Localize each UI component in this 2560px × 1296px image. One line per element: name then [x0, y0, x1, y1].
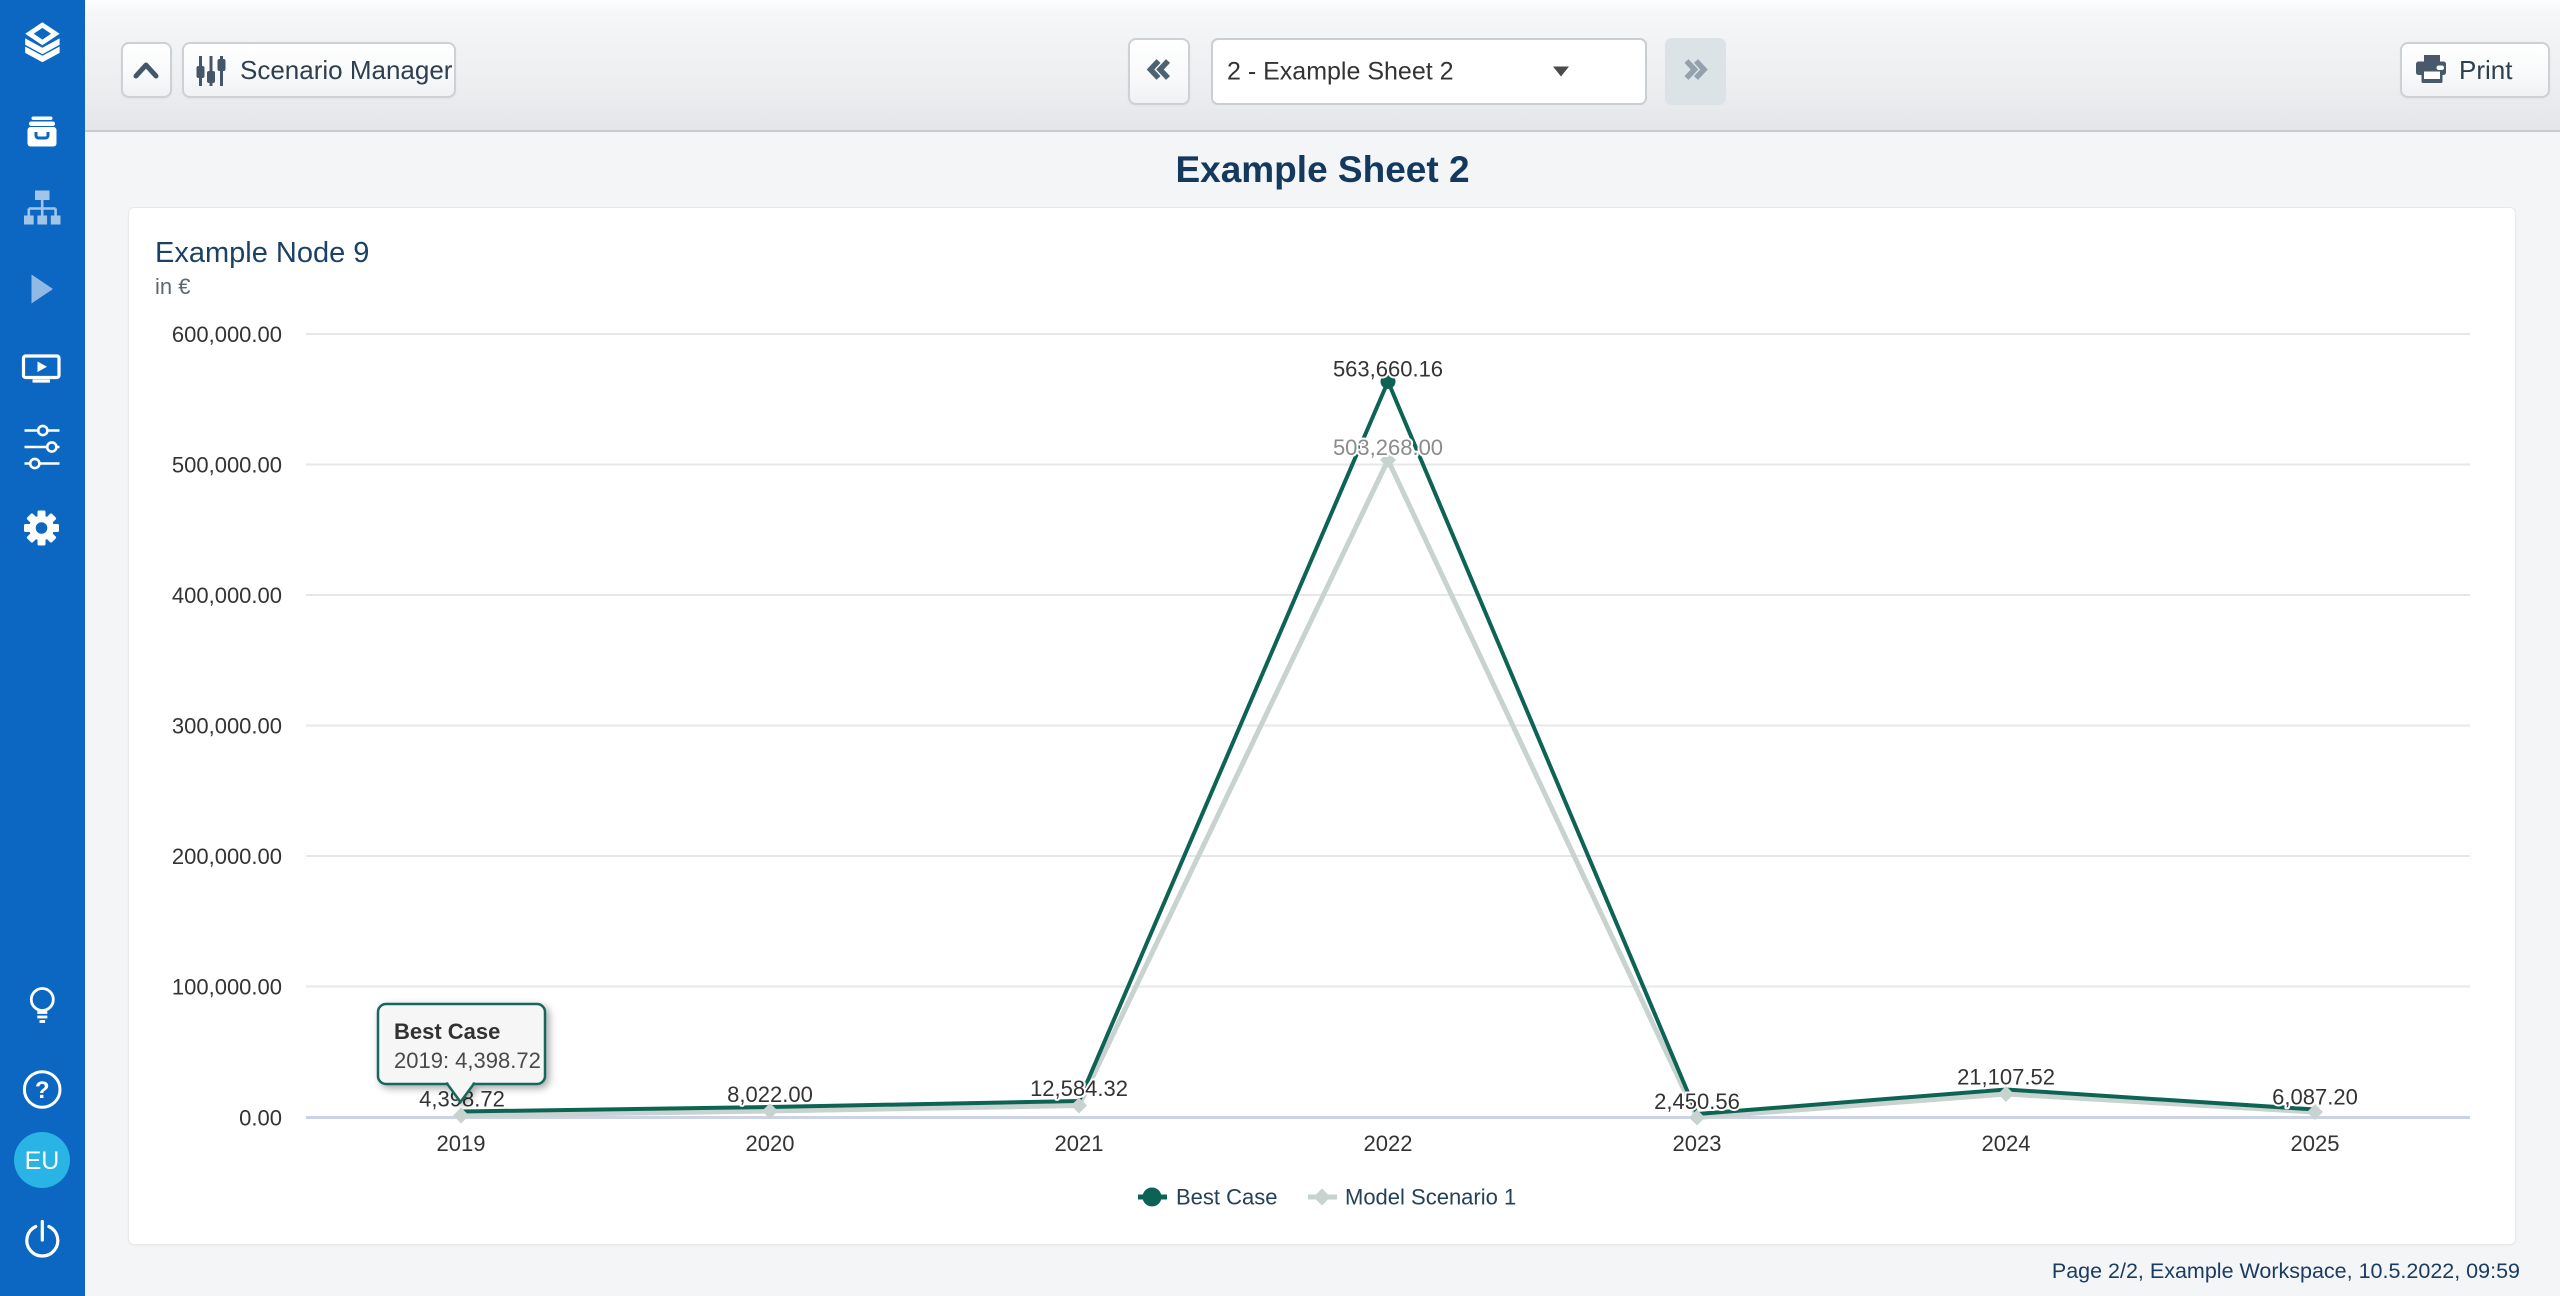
svg-text:EU: EU [25, 1147, 60, 1175]
svg-text:500,000.00: 500,000.00 [172, 453, 282, 478]
svg-text:Model Scenario 1: Model Scenario 1 [1345, 1185, 1516, 1210]
svg-text:Best Case: Best Case [394, 1019, 500, 1044]
svg-text:2022: 2022 [1364, 1131, 1413, 1156]
svg-text:563,660.16: 563,660.16 [1333, 357, 1443, 382]
svg-text:200,000.00: 200,000.00 [172, 844, 282, 869]
svg-text:6,087.20: 6,087.20 [2272, 1085, 2358, 1110]
svg-text:503,268.00: 503,268.00 [1333, 435, 1443, 460]
svg-text:2023: 2023 [1673, 1131, 1722, 1156]
svg-text:600,000.00: 600,000.00 [172, 322, 282, 347]
svg-text:300,000.00: 300,000.00 [172, 714, 282, 739]
svg-text:2025: 2025 [2291, 1131, 2340, 1156]
svg-text:2021: 2021 [1055, 1131, 1104, 1156]
svg-text:Best Case: Best Case [1176, 1185, 1278, 1210]
svg-text:2024: 2024 [1982, 1131, 2031, 1156]
svg-text:100,000.00: 100,000.00 [172, 975, 282, 1000]
svg-text:2020: 2020 [746, 1131, 795, 1156]
svg-text:2,450.56: 2,450.56 [1654, 1089, 1740, 1114]
svg-text:?: ? [35, 1077, 50, 1104]
svg-text:8,022.00: 8,022.00 [727, 1082, 813, 1107]
svg-text:12,584.32: 12,584.32 [1030, 1076, 1128, 1101]
svg-text:2019: 2019 [437, 1131, 486, 1156]
svg-text:21,107.52: 21,107.52 [1957, 1065, 2055, 1090]
svg-text:0.00: 0.00 [239, 1106, 282, 1131]
svg-text:400,000.00: 400,000.00 [172, 583, 282, 608]
svg-text:2019: 4,398.72: 2019: 4,398.72 [394, 1048, 541, 1073]
